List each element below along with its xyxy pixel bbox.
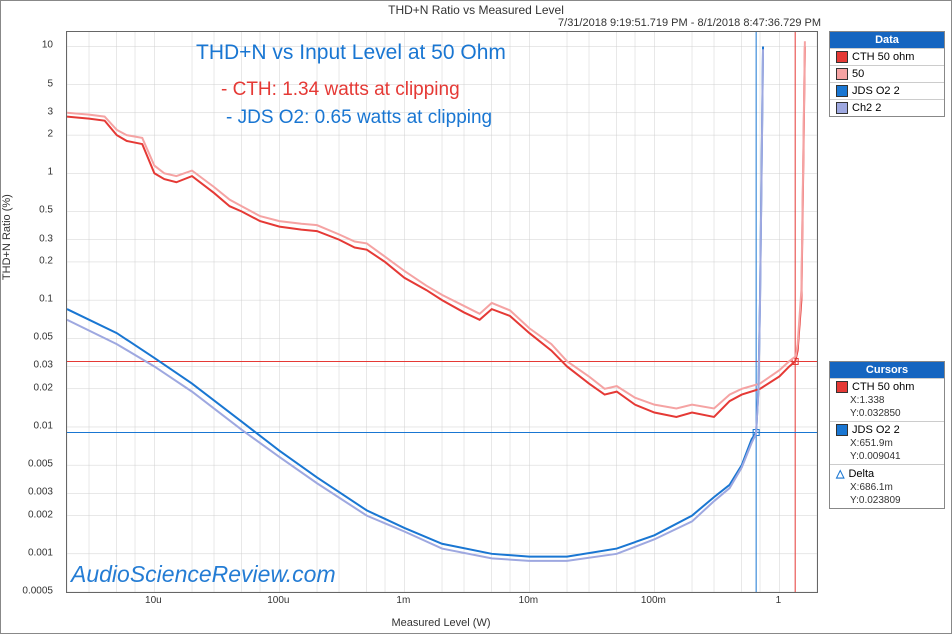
delta-label: Delta [848,468,874,480]
cursor-y: Y:0.009041 [830,451,944,464]
legend-title: Data [830,32,944,48]
y-tick: 2 [47,129,53,140]
cursors-title: Cursors [830,362,944,378]
y-tick: 0.2 [39,255,53,266]
legend-swatch [836,85,848,97]
chart-container: THD+N Ratio vs Measured Level 7/31/2018 … [0,0,952,634]
y-tick: 0.003 [28,487,53,498]
y-tick: 0.03 [34,360,53,371]
y-tick: 0.0005 [22,586,53,597]
x-tick: 100m [641,595,666,606]
y-tick: 0.001 [28,547,53,558]
y-tick: 0.01 [34,420,53,431]
y-tick: 0.5 [39,205,53,216]
cursors-panel: Cursors CTH 50 ohm X:1.338Y:0.032850 JDS O… [829,361,945,509]
legend-label: 50 [852,68,864,80]
legend-swatch [836,51,848,63]
legend-swatch [836,68,848,80]
legend-label: Ch2 2 [852,102,881,114]
delta-y: Y:0.023809 [830,495,944,508]
cursor-swatch [836,381,848,393]
legend-item[interactable]: Ch2 2 [830,99,944,116]
watermark: AudioScienceReview.com [71,561,336,588]
y-tick: 10 [42,40,53,51]
legend-label: CTH 50 ohm [852,51,914,63]
x-tick: 100u [267,595,289,606]
y-tick: 0.005 [28,459,53,470]
x-ticks: 10u 100u 1m 10m 100m 1 [66,595,816,611]
cursor-swatch [836,424,848,436]
legend-swatch [836,102,848,114]
cursor-label: CTH 50 ohm [852,381,914,393]
cursor-y: Y:0.032850 [830,408,944,421]
y-tick: 0.05 [34,332,53,343]
delta-x: X:686.1m [830,482,944,495]
cursor-label: JDS O2 2 [852,424,900,436]
y-tick: 0.002 [28,509,53,520]
legend-item[interactable]: 50 [830,65,944,82]
cursor-row[interactable]: JDS O2 2 [830,421,944,438]
x-tick: 10u [145,595,162,606]
cursor-x: X:651.9m [830,438,944,451]
timestamp: 7/31/2018 9:19:51.719 PM - 8/1/2018 8:47… [558,17,821,29]
y-tick: 5 [47,78,53,89]
cursor-row[interactable]: CTH 50 ohm [830,378,944,395]
y-tick: 3 [47,106,53,117]
legend-item[interactable]: CTH 50 ohm [830,48,944,65]
y-tick: 1 [47,167,53,178]
y-tick: 0.02 [34,382,53,393]
legend-item[interactable]: JDS O2 2 [830,82,944,99]
x-tick: 1 [776,595,782,606]
y-ticks: 10 5 3 2 1 0.5 0.3 0.2 0.1 0.05 0.03 0.02 0.01 0.005 0… [1,31,61,591]
y-tick: 0.1 [39,294,53,305]
delta-icon: △ [836,467,844,480]
x-tick: 10m [519,595,538,606]
data-legend-panel: Data CTH 50 ohm 50 JDS O2 2 Ch2 2 [829,31,945,117]
x-axis-label: Measured Level (W) [66,617,816,629]
delta-row: △ Delta [830,464,944,482]
x-tick: 1m [396,595,410,606]
annotation-text: THD+N vs Input Level at 50 Ohm [196,41,506,65]
annotation-text: - JDS O2: 0.65 watts at clipping [226,107,492,129]
annotation-text: - CTH: 1.34 watts at clipping [221,79,460,101]
cursor-x: X:1.338 [830,395,944,408]
legend-label: JDS O2 2 [852,85,900,97]
y-tick: 0.3 [39,233,53,244]
